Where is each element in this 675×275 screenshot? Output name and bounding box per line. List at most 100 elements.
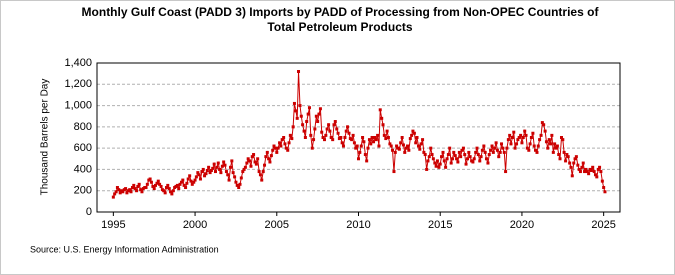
data-point — [320, 130, 324, 134]
data-point — [543, 129, 547, 133]
data-point — [378, 108, 382, 112]
data-point — [273, 146, 277, 150]
data-point — [305, 120, 309, 124]
data-point — [192, 180, 196, 184]
data-point — [400, 136, 404, 139]
data-point — [227, 178, 231, 182]
data-point — [408, 137, 412, 141]
data-point — [442, 159, 446, 163]
data-point — [329, 136, 333, 139]
data-point — [538, 138, 542, 142]
data-point — [384, 137, 388, 141]
data-point — [213, 170, 217, 174]
data-point — [389, 144, 393, 148]
data-point — [572, 161, 576, 165]
data-point — [498, 150, 502, 154]
data-point — [260, 178, 264, 182]
data-point — [359, 144, 363, 148]
data-point — [513, 146, 517, 150]
data-point — [118, 191, 122, 195]
data-point — [190, 182, 194, 186]
data-point — [566, 155, 570, 159]
data-point — [568, 161, 572, 165]
data-point — [216, 161, 220, 165]
data-point — [124, 187, 128, 191]
data-point — [534, 148, 538, 152]
data-point — [427, 155, 431, 159]
data-point — [243, 165, 247, 169]
data-point — [238, 182, 242, 186]
data-point — [179, 180, 183, 184]
data-point — [523, 129, 527, 133]
data-point — [292, 101, 296, 105]
data-point — [144, 186, 148, 190]
data-point — [595, 175, 599, 179]
data-point — [295, 116, 299, 120]
data-point — [125, 191, 129, 195]
data-point — [239, 176, 243, 180]
data-point — [249, 164, 253, 168]
data-point — [162, 189, 166, 193]
data-point — [403, 150, 407, 154]
data-point — [495, 148, 499, 152]
data-point — [600, 179, 604, 183]
data-point — [521, 136, 525, 139]
data-point — [362, 140, 366, 144]
data-point — [422, 150, 426, 154]
data-point — [170, 192, 174, 196]
data-point — [241, 170, 245, 174]
data-point — [209, 168, 213, 172]
data-point — [139, 188, 143, 192]
data-point — [331, 138, 335, 142]
data-point — [438, 162, 442, 166]
data-point — [574, 155, 578, 159]
x-tick-label: 2025 — [591, 219, 615, 231]
data-point — [457, 150, 461, 154]
data-point — [404, 146, 408, 150]
data-point — [585, 170, 589, 174]
data-point — [283, 142, 287, 146]
y-tick-label: 1,200 — [64, 78, 92, 90]
data-point — [269, 154, 273, 158]
data-point — [449, 161, 453, 165]
data-point — [230, 159, 234, 163]
data-point — [231, 171, 235, 175]
data-point — [407, 148, 411, 152]
data-point — [339, 136, 343, 139]
data-point — [186, 177, 190, 181]
data-point — [583, 170, 587, 174]
data-point — [467, 150, 471, 154]
data-point — [531, 131, 535, 135]
data-point — [279, 144, 283, 148]
data-point — [525, 146, 529, 150]
data-point — [466, 157, 470, 161]
data-point — [508, 133, 512, 137]
data-point — [515, 142, 519, 146]
data-point — [554, 146, 558, 150]
data-point — [129, 190, 133, 194]
data-point — [198, 177, 202, 181]
y-tick-label: 400 — [74, 163, 92, 175]
data-point — [335, 127, 339, 131]
data-point — [501, 146, 505, 150]
data-point — [267, 157, 271, 161]
data-point — [483, 150, 487, 154]
data-point — [272, 144, 276, 148]
data-point — [233, 175, 237, 179]
data-point — [140, 190, 144, 194]
data-point — [178, 182, 182, 186]
data-point — [392, 170, 396, 174]
data-point — [271, 148, 275, 152]
data-point — [184, 186, 188, 190]
data-point — [410, 133, 414, 137]
data-point — [512, 130, 516, 134]
data-point — [502, 150, 506, 154]
data-point — [234, 180, 238, 184]
data-point — [136, 184, 140, 188]
data-point — [540, 121, 544, 125]
data-point — [476, 153, 480, 157]
data-point — [207, 165, 211, 169]
data-point — [395, 144, 399, 148]
data-point — [536, 144, 540, 148]
x-tick-label: 1995 — [101, 219, 125, 231]
